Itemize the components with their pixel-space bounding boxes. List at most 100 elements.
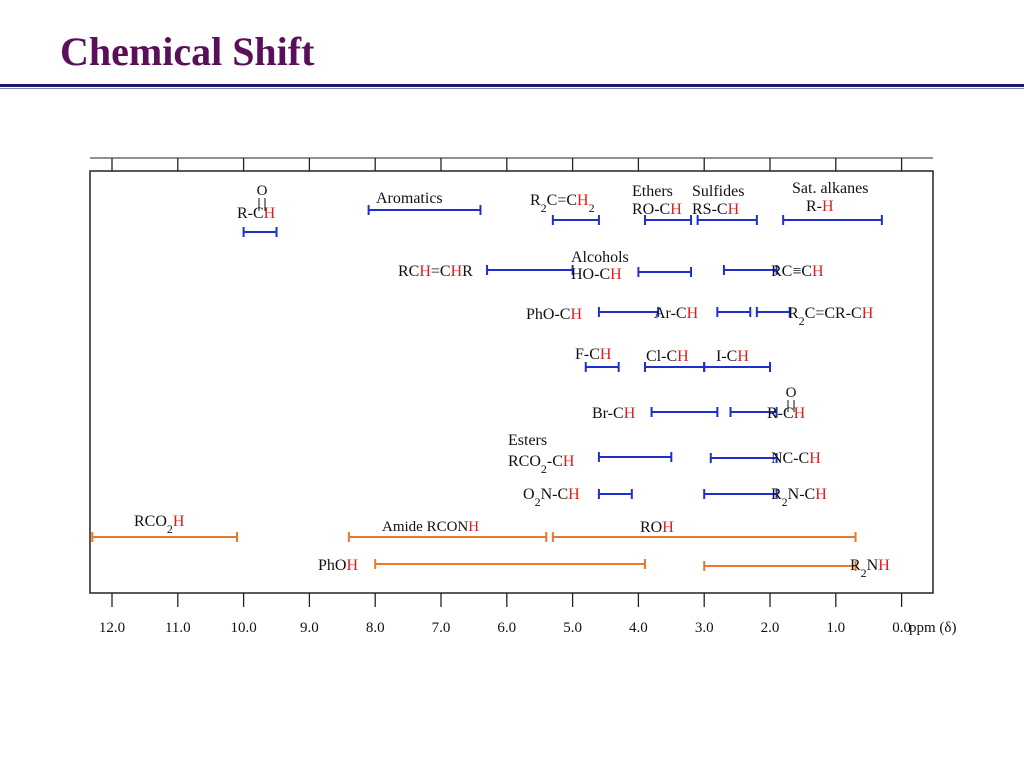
range-label: HO-CH [571, 266, 622, 283]
range-label: R2C=CH2 [530, 192, 595, 215]
range-label: Br-CH [592, 405, 636, 422]
range-label-part: RCO [134, 513, 167, 530]
range-label-part: H [346, 557, 358, 574]
range-label: R-H [806, 198, 834, 215]
range-label-part: O [257, 183, 268, 199]
range-label: Sulfides [692, 183, 744, 200]
range-label-part: 2 [541, 201, 547, 215]
range-label-part: H [670, 201, 682, 218]
x-tick-label: 5.0 [563, 620, 582, 636]
range-label-part: Cl-C [646, 348, 677, 365]
range-label: PhOH [318, 557, 358, 574]
range-label: NC-CH [771, 450, 821, 467]
range-label: F-CH [575, 346, 612, 363]
range-label-part: C=CR-C [805, 305, 862, 322]
range-label: R2C=CR-CH [788, 305, 874, 328]
title-divider [0, 84, 1024, 87]
range-label: O [786, 385, 797, 401]
range-label-part: H [563, 453, 575, 470]
range-label: Amide RCONH [382, 519, 479, 535]
range-label-part: RS-C [692, 201, 728, 218]
range-label-part: H [468, 519, 479, 535]
range-label: Esters [508, 432, 547, 449]
range-label-part: C [253, 205, 264, 222]
range-label-part: R [530, 192, 541, 209]
range-label-part: 2 [799, 314, 805, 328]
range-label: R2N-CH [771, 486, 827, 509]
range-label-part: N-C [541, 486, 569, 503]
range-label-part: H [662, 519, 674, 536]
range-label-part: RO [640, 519, 662, 536]
range-label-part: 2 [541, 462, 547, 476]
range-label-part: Aromatics [376, 190, 443, 207]
range-label-part: H [809, 450, 821, 467]
range-label-part: H [794, 405, 806, 422]
range-label: RCH=CHR [398, 263, 473, 280]
range-label-part: =C [431, 263, 451, 280]
range-label-part: H [419, 263, 431, 280]
range-label: R2NH [850, 557, 890, 580]
range-label-part: R- [767, 405, 783, 422]
range-label: R-CH [767, 405, 806, 422]
range-label: ROH [640, 519, 674, 536]
range-label-part: H [264, 205, 276, 222]
range-label-part: Ethers [632, 183, 673, 200]
range-label-part: HO-C [571, 266, 610, 283]
range-label-part: Ar-C [654, 305, 687, 322]
range-label-part: H [570, 306, 582, 323]
range-label: Sat. alkanes [792, 180, 868, 197]
range-label-part: H [728, 201, 740, 218]
range-label-part: Amide RCON [382, 519, 468, 535]
range-label-part: H [577, 192, 589, 209]
range-label: Cl-CH [646, 348, 689, 365]
range-label-part: H [878, 557, 890, 574]
range-label-part: R- [806, 198, 822, 215]
range-label-part: RC≡C [771, 263, 812, 280]
range-label-part: H [610, 266, 622, 283]
title-divider-thin [0, 88, 1024, 89]
range-label-part: H [822, 198, 834, 215]
range-label-part: R [462, 263, 473, 280]
range-label: PhO-CH [526, 306, 582, 323]
range-label: RO-CH [632, 201, 682, 218]
range-label-part: H [173, 513, 185, 530]
range-label-part: C=C [547, 192, 577, 209]
range-label-part: N [867, 557, 879, 574]
range-label-part: NC-C [771, 450, 809, 467]
range-label-part: H [568, 486, 580, 503]
range-label: Aromatics [376, 190, 443, 207]
range-label: I-CH [716, 348, 749, 365]
range-label-part: -C [547, 453, 563, 470]
range-label-part: H [624, 405, 636, 422]
x-tick-label: 4.0 [629, 620, 648, 636]
range-label: RCO2H [134, 513, 185, 536]
range-label-part: H [737, 348, 749, 365]
range-label-part: Sulfides [692, 183, 744, 200]
range-label-part: N-C [788, 486, 816, 503]
range-label-part: H [815, 486, 827, 503]
range-label-part: RC [398, 263, 419, 280]
x-axis-label: ppm (δ) [909, 620, 956, 636]
x-tick-label: 0.0 [892, 620, 911, 636]
range-label-part: R [788, 305, 799, 322]
range-label-part: H [812, 263, 824, 280]
range-label-part: C [783, 405, 794, 422]
range-label-part: R [850, 557, 861, 574]
range-label-part: 2 [589, 201, 595, 215]
plot-frame [89, 170, 934, 594]
x-tick-label: 12.0 [99, 620, 125, 636]
range-label-part: I-C [716, 348, 737, 365]
range-label-part: 2 [167, 522, 173, 536]
range-label: Ar-CH [654, 305, 699, 322]
x-tick-label: 2.0 [761, 620, 780, 636]
range-label-part: R- [237, 205, 253, 222]
range-label: RC≡CH [771, 263, 824, 280]
range-label-part: H [687, 305, 699, 322]
x-tick-label: 1.0 [826, 620, 845, 636]
range-label: Alcohols [571, 249, 629, 266]
page-title: Chemical Shift [60, 29, 315, 74]
range-label-part: Sat. alkanes [792, 180, 868, 197]
range-label: RCO2-CH [508, 453, 575, 476]
range-label-part: 2 [535, 495, 541, 509]
range-label-part: 2 [782, 495, 788, 509]
